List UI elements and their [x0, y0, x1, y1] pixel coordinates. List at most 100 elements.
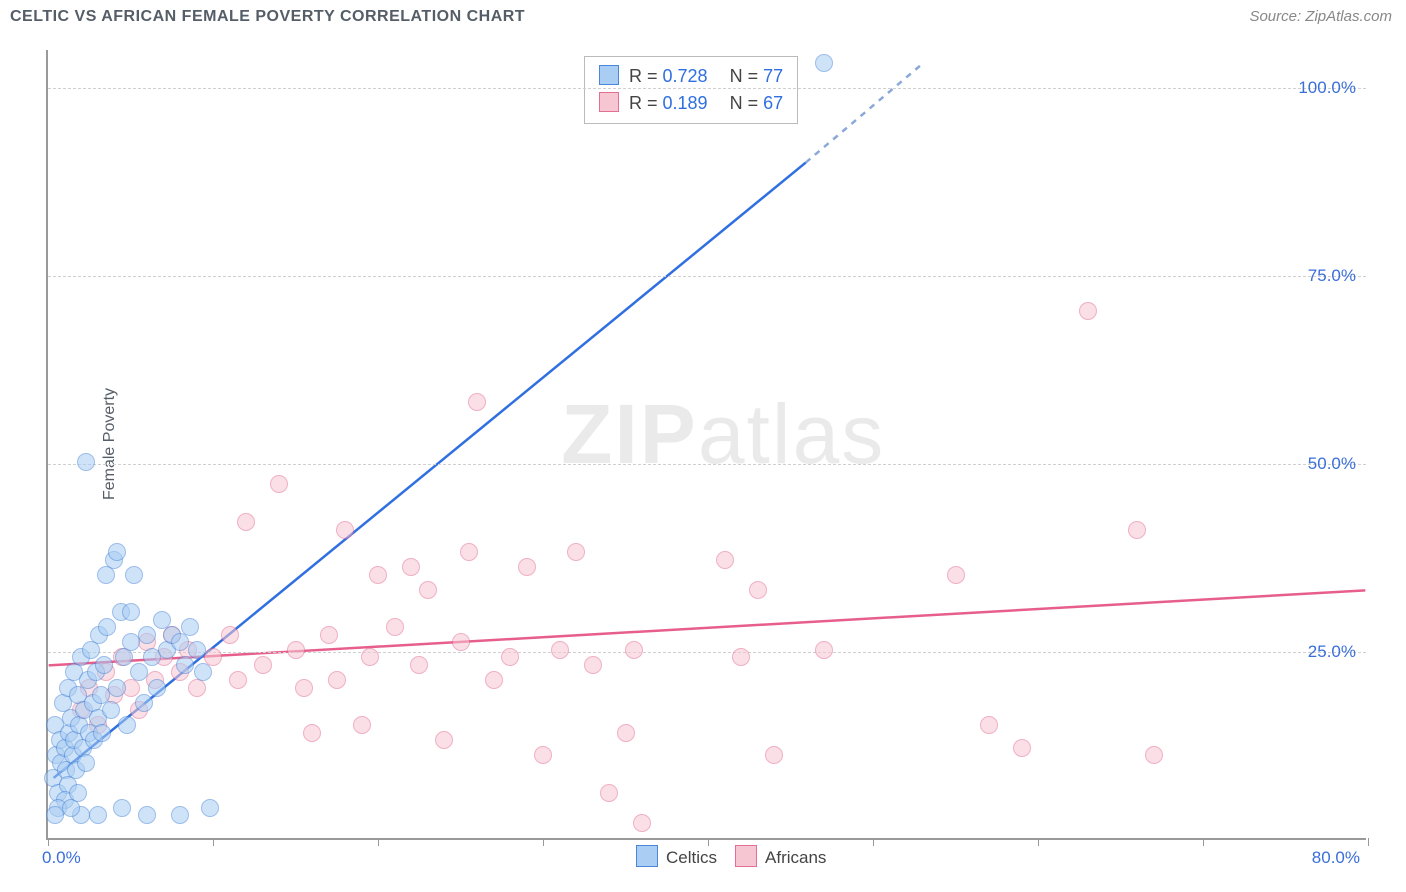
legend-swatch: [599, 65, 619, 85]
data-point: [947, 566, 965, 584]
data-point: [130, 663, 148, 681]
data-point: [69, 784, 87, 802]
data-point: [625, 641, 643, 659]
data-point: [201, 799, 219, 817]
n-label: N =: [730, 93, 764, 113]
gridline: [48, 464, 1366, 465]
x-tick-label: 0.0%: [42, 848, 81, 868]
data-point: [1013, 739, 1031, 757]
legend-swatch: [735, 845, 757, 867]
data-point: [171, 633, 189, 651]
data-point: [485, 671, 503, 689]
data-point: [254, 656, 272, 674]
data-point: [716, 551, 734, 569]
x-tick: [543, 838, 544, 846]
r-label: R =: [629, 66, 663, 86]
data-point: [122, 633, 140, 651]
legend-item: Africans: [717, 848, 826, 867]
data-point: [138, 806, 156, 824]
data-point: [435, 731, 453, 749]
data-point: [181, 618, 199, 636]
gridline: [48, 88, 1366, 89]
y-axis-label: Female Poverty: [101, 388, 119, 500]
x-tick: [378, 838, 379, 846]
data-point: [501, 648, 519, 666]
data-point: [402, 558, 420, 576]
data-point: [138, 626, 156, 644]
data-point: [765, 746, 783, 764]
data-point: [95, 656, 113, 674]
n-value: 77: [763, 66, 783, 86]
data-point: [108, 679, 126, 697]
data-point: [732, 648, 750, 666]
data-point: [188, 641, 206, 659]
data-point: [815, 54, 833, 72]
r-value: 0.728: [663, 66, 708, 86]
y-tick-label: 25.0%: [1308, 642, 1356, 662]
data-point: [108, 543, 126, 561]
source-label: Source: ZipAtlas.com: [1249, 8, 1392, 25]
data-point: [567, 543, 585, 561]
y-tick-label: 75.0%: [1308, 266, 1356, 286]
data-point: [468, 393, 486, 411]
x-tick: [1368, 838, 1369, 846]
series-legend: Celtics Africans: [618, 845, 826, 868]
data-point: [336, 521, 354, 539]
data-point: [369, 566, 387, 584]
regression-lines: [48, 50, 1366, 838]
data-point: [98, 618, 116, 636]
data-point: [584, 656, 602, 674]
stats-legend-box: R = 0.728N = 77R = 0.189N = 67: [584, 56, 798, 124]
x-tick: [873, 838, 874, 846]
data-point: [361, 648, 379, 666]
data-point: [221, 626, 239, 644]
data-point: [176, 656, 194, 674]
r-value: 0.189: [663, 93, 708, 113]
stats-row: R = 0.189N = 67: [599, 90, 783, 117]
watermark: ZIPatlas: [561, 386, 885, 483]
data-point: [77, 453, 95, 471]
regression-line: [806, 65, 921, 163]
data-point: [419, 581, 437, 599]
data-point: [229, 671, 247, 689]
x-tick-label: 80.0%: [1312, 848, 1360, 868]
data-point: [303, 724, 321, 742]
data-point: [287, 641, 305, 659]
legend-label: Africans: [765, 848, 826, 867]
data-point: [353, 716, 371, 734]
data-point: [980, 716, 998, 734]
legend-label: Celtics: [666, 848, 717, 867]
y-tick-label: 50.0%: [1308, 454, 1356, 474]
legend-swatch: [599, 92, 619, 112]
x-tick: [48, 838, 49, 846]
data-point: [122, 603, 140, 621]
legend-swatch: [636, 845, 658, 867]
data-point: [171, 806, 189, 824]
x-tick: [1203, 838, 1204, 846]
data-point: [102, 701, 120, 719]
gridline: [48, 276, 1366, 277]
data-point: [1079, 302, 1097, 320]
n-value: 67: [763, 93, 783, 113]
data-point: [89, 806, 107, 824]
data-point: [125, 566, 143, 584]
x-tick: [708, 838, 709, 846]
data-point: [194, 663, 212, 681]
data-point: [633, 814, 651, 832]
data-point: [320, 626, 338, 644]
data-point: [1128, 521, 1146, 539]
data-point: [386, 618, 404, 636]
regression-line: [49, 590, 1366, 665]
gridline: [48, 652, 1366, 653]
data-point: [551, 641, 569, 659]
x-tick: [1038, 838, 1039, 846]
data-point: [617, 724, 635, 742]
data-point: [410, 656, 428, 674]
chart-title: CELTIC VS AFRICAN FEMALE POVERTY CORRELA…: [10, 8, 525, 25]
data-point: [93, 724, 111, 742]
data-point: [1145, 746, 1163, 764]
data-point: [77, 754, 95, 772]
data-point: [749, 581, 767, 599]
data-point: [600, 784, 618, 802]
n-label: N =: [730, 66, 764, 86]
